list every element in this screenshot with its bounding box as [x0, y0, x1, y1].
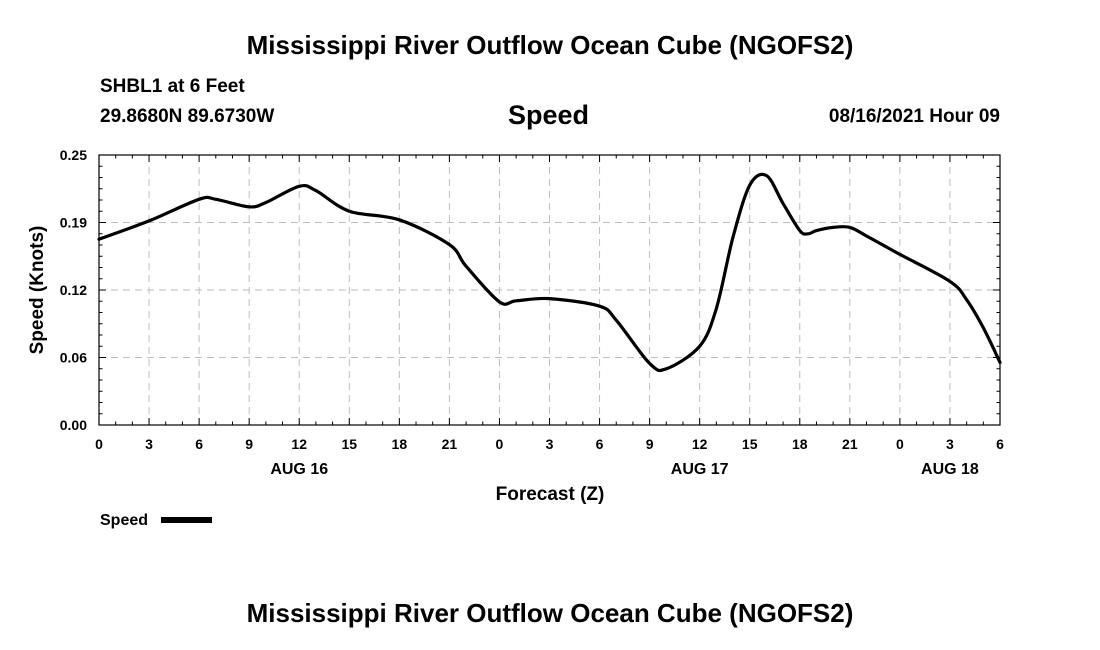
y-tick-labels: 0.00 0.06 0.12 0.19 0.25: [60, 147, 87, 433]
speed-series-line: [97, 172, 1002, 373]
x-tick-label: 9: [245, 436, 253, 452]
day-labels: AUG 16 AUG 17 AUG 18: [270, 461, 979, 478]
x-tick-label: 3: [946, 436, 954, 452]
x-tick-label: 9: [646, 436, 654, 452]
y-tick-label: 0.25: [60, 147, 87, 163]
coordinates-label: 29.8680N 89.6730W: [100, 106, 275, 127]
y-tick-label: 0.12: [60, 282, 87, 298]
y-tick-label: 0.19: [60, 215, 87, 231]
x-tick-label: 6: [596, 436, 604, 452]
x-tick-label: 12: [291, 436, 307, 452]
x-tick-label: 12: [692, 436, 708, 452]
grid-lines: [99, 155, 1000, 425]
y-tick-label: 0.00: [60, 417, 87, 433]
y-tick-label: 0.06: [60, 350, 87, 366]
x-tick-label: 18: [392, 436, 408, 452]
x-tick-label: 6: [996, 436, 1004, 452]
day-label: AUG 16: [270, 461, 328, 478]
x-tick-label: 3: [546, 436, 554, 452]
legend-label-speed: Speed: [100, 512, 148, 529]
x-tick-label: 21: [842, 436, 858, 452]
variable-title: Speed: [508, 100, 590, 130]
y-axis-label: Speed (Knots): [27, 226, 48, 355]
footer-title: Mississippi River Outflow Ocean Cube (NG…: [246, 598, 854, 628]
station-label: SHBL1 at 6 Feet: [100, 76, 245, 97]
chart-title: Mississippi River Outflow Ocean Cube (NG…: [246, 30, 854, 60]
x-tick-label: 15: [742, 436, 758, 452]
x-tick-label: 6: [195, 436, 203, 452]
day-label: AUG 18: [921, 461, 979, 478]
legend: Speed: [100, 512, 212, 529]
x-axis-label: Forecast (Z): [496, 484, 605, 505]
x-tick-label: 0: [95, 436, 103, 452]
x-tick-label: 3: [145, 436, 153, 452]
x-tick-label: 0: [496, 436, 504, 452]
x-tick-label: 21: [442, 436, 458, 452]
x-tick-label: 15: [341, 436, 357, 452]
day-label: AUG 17: [671, 461, 729, 478]
x-tick-label: 0: [896, 436, 904, 452]
x-tick-labels: 0 3 6 9 12 15 18 21 0 3 6 9 12 15 18 21 0 3 6: [95, 436, 1004, 452]
x-tick-label: 18: [792, 436, 808, 452]
datetime-label: 08/16/2021 Hour 09: [828, 106, 1000, 127]
plot-frame: [98, 154, 1001, 426]
